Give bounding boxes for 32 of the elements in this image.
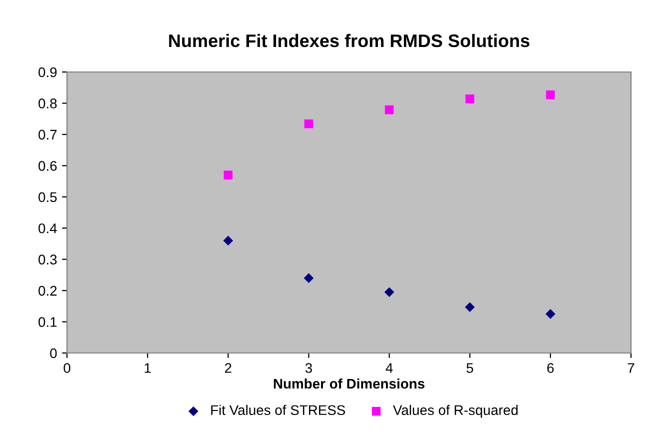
point <box>304 119 314 128</box>
y-tick-label: 0.9 <box>38 67 57 78</box>
y-tick-label: 0.3 <box>38 254 57 265</box>
point <box>304 273 314 283</box>
point <box>384 105 394 114</box>
x-tick-label: 3 <box>305 363 312 373</box>
y-tick-label: 0.5 <box>38 192 57 202</box>
x-tick-label: 2 <box>224 363 232 373</box>
y-tick-label: 0 <box>50 348 57 358</box>
y-tick-label: 0.2 <box>38 286 57 296</box>
x-tick-label: 6 <box>547 363 554 373</box>
y-tick-label: 0.6 <box>38 161 57 171</box>
legend-label: Fit Values of STRESS <box>211 404 346 416</box>
point <box>546 309 556 319</box>
y-tick-label: 0.8 <box>38 98 57 108</box>
y-tick-label: 0.1 <box>38 317 57 327</box>
x-axis-title: Number of Dimensions <box>274 378 424 389</box>
point <box>465 94 474 104</box>
x-tick-label: 4 <box>386 363 393 373</box>
point <box>546 90 555 100</box>
chart-title: Numeric Fit Indexes from RMDS Solutions <box>169 34 530 48</box>
y-tick-label: 0.7 <box>38 130 57 140</box>
point <box>384 287 394 298</box>
point <box>224 170 233 180</box>
point <box>223 236 234 246</box>
legend-label: Values of R-squared <box>392 404 518 418</box>
y-tick-label: 0.4 <box>38 223 57 234</box>
x-tick-label: 1 <box>144 363 151 373</box>
x-tick-label: 7 <box>628 363 634 373</box>
point <box>464 302 475 312</box>
x-tick-label: 0 <box>64 363 70 373</box>
x-tick-label: 5 <box>466 363 474 373</box>
